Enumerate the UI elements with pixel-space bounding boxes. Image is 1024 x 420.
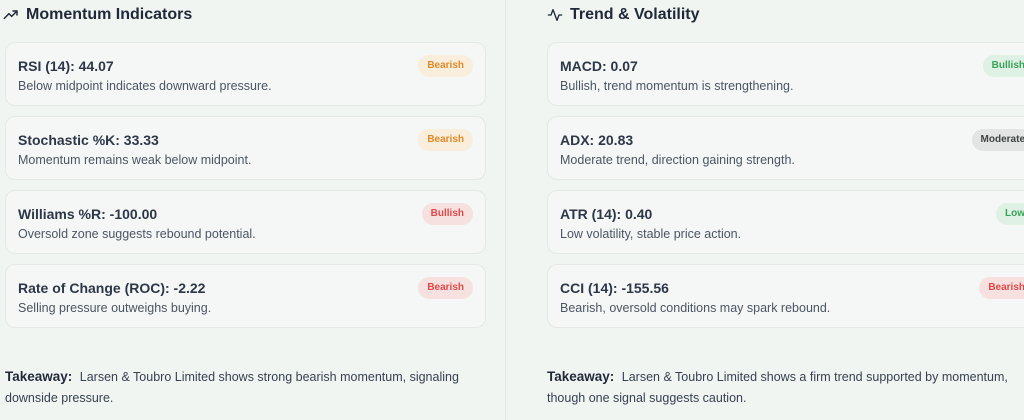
indicator-value: RSI (14): 44.07 bbox=[18, 58, 114, 74]
section-title: Trend & Volatility bbox=[547, 4, 700, 26]
takeaway-text: Larsen & Toubro Limited shows strong bea… bbox=[5, 370, 459, 405]
indicator-value: ATR (14): 0.40 bbox=[560, 206, 653, 222]
indicator-description: Selling pressure outweighs buying. bbox=[18, 301, 212, 315]
indicator-card: Williams %R: -100.00 Oversold zone sugge… bbox=[5, 190, 486, 254]
trend-volatility-panel: Trend & Volatility MACD: 0.07 Bullish, t… bbox=[547, 0, 1024, 420]
signal-badge: Bullish bbox=[982, 55, 1024, 77]
takeaway-label: Takeaway: bbox=[547, 369, 615, 384]
indicator-description: Low volatility, stable price action. bbox=[560, 227, 742, 241]
takeaway: Takeaway: Larsen & Toubro Limited shows … bbox=[5, 366, 486, 409]
indicator-card: Stochastic %K: 33.33 Momentum remains we… bbox=[5, 116, 486, 180]
indicator-card: ADX: 20.83 Moderate trend, direction gai… bbox=[547, 116, 1024, 180]
signal-badge: Bullish bbox=[421, 203, 473, 225]
indicator-value: MACD: 0.07 bbox=[560, 58, 638, 74]
indicator-description: Oversold zone suggests rebound potential… bbox=[18, 227, 256, 241]
section-title-text: Momentum Indicators bbox=[26, 6, 193, 23]
indicator-value: Rate of Change (ROC): -2.22 bbox=[18, 280, 206, 296]
trending-up-icon bbox=[3, 10, 18, 20]
section-title-text: Trend & Volatility bbox=[570, 6, 700, 23]
signal-badge: Moderate bbox=[971, 129, 1024, 151]
signal-badge: Bearish bbox=[418, 55, 473, 77]
activity-icon bbox=[547, 9, 563, 21]
section-title: Momentum Indicators bbox=[3, 4, 192, 26]
indicator-description: Momentum remains weak below midpoint. bbox=[18, 153, 252, 167]
indicator-description: Below midpoint indicates downward pressu… bbox=[18, 79, 272, 93]
takeaway-text: Larsen & Toubro Limited shows a firm tre… bbox=[547, 370, 1008, 405]
indicator-value: Williams %R: -100.00 bbox=[18, 206, 158, 222]
indicator-description: Bearish, oversold conditions may spark r… bbox=[560, 301, 831, 315]
signal-badge: Bearish bbox=[979, 277, 1024, 299]
indicator-description: Moderate trend, direction gaining streng… bbox=[560, 153, 795, 167]
indicator-value: CCI (14): -155.56 bbox=[560, 280, 669, 296]
indicator-card: ATR (14): 0.40 Low volatility, stable pr… bbox=[547, 190, 1024, 254]
momentum-indicators-panel: Momentum Indicators RSI (14): 44.07 Belo… bbox=[3, 0, 486, 420]
indicator-value: ADX: 20.83 bbox=[560, 132, 634, 148]
indicator-description: Bullish, trend momentum is strengthening… bbox=[560, 79, 794, 93]
signal-badge: Bearish bbox=[418, 129, 473, 151]
signal-badge: Low bbox=[996, 203, 1024, 225]
signal-badge: Bearish bbox=[418, 277, 473, 299]
takeaway: Takeaway: Larsen & Toubro Limited shows … bbox=[547, 366, 1024, 409]
indicator-card: RSI (14): 44.07 Below midpoint indicates… bbox=[5, 42, 486, 106]
indicator-card: MACD: 0.07 Bullish, trend momentum is st… bbox=[547, 42, 1024, 106]
indicator-value: Stochastic %K: 33.33 bbox=[18, 132, 159, 148]
takeaway-label: Takeaway: bbox=[5, 369, 73, 384]
indicator-card: CCI (14): -155.56 Bearish, oversold cond… bbox=[547, 264, 1024, 328]
column-divider bbox=[505, 0, 506, 420]
indicator-card: Rate of Change (ROC): -2.22 Selling pres… bbox=[5, 264, 486, 328]
